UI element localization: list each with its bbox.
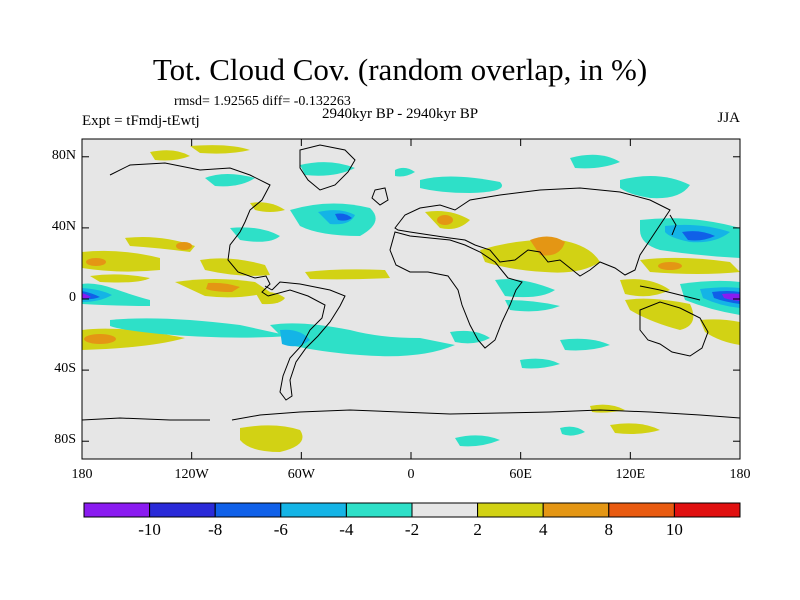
colorbar-swatch [411, 502, 479, 518]
x-tick-label: 60E [509, 467, 532, 482]
x-tick-label: 60W [287, 467, 315, 482]
experiment-label: Expt = tFmdj-tEwtj [82, 113, 200, 129]
rmsd-diff-stats: rmsd= 1.92565 diff= -0.132263 [174, 94, 351, 109]
colorbar-swatch [214, 502, 282, 518]
x-tick-label: 180 [71, 467, 93, 482]
colorbar-swatch [608, 502, 675, 518]
period-label: 2940kyr BP - 2940kyr BP [322, 106, 479, 122]
colorbar-swatch [673, 502, 741, 518]
colorbar-swatch [149, 502, 216, 518]
colorbar-label: 2 [473, 520, 482, 539]
coastlines [82, 144, 740, 421]
y-axis-ticks [82, 156, 740, 442]
colorbar-swatch [280, 502, 347, 518]
x-tick-label: 120W [174, 467, 209, 482]
colorbar-swatch [477, 502, 544, 518]
colorbar [83, 502, 741, 518]
colorbar-swatch [345, 502, 413, 518]
colorbar-label: -10 [138, 520, 161, 539]
colorbar-label: -6 [273, 520, 288, 539]
y-tick-label: 80N [51, 147, 76, 163]
y-tick-label: 0 [69, 290, 76, 305]
colorbar-label: 4 [538, 520, 548, 539]
season-label: JJA [717, 110, 740, 126]
x-tick-label: 120E [615, 467, 646, 482]
x-axis-ticks [81, 139, 741, 459]
y-tick-label: 80S [54, 432, 76, 448]
colorbar-label: -4 [339, 520, 354, 539]
colorbar-label: -2 [404, 520, 420, 539]
colorbar-label: -8 [208, 520, 223, 539]
y-tick-label: 40N [51, 218, 76, 234]
colorbar-swatch [83, 502, 151, 518]
colorbar-label: 8 [604, 520, 614, 539]
map-title: Tot. Cloud Cov. (random overlap, in %) [152, 52, 648, 87]
anomaly-shading [82, 145, 740, 452]
x-tick-label: 0 [407, 467, 415, 482]
colorbar-swatch [542, 502, 610, 518]
x-tick-label: 180 [729, 467, 751, 482]
y-tick-label: 40S [54, 361, 76, 377]
colorbar-label: 10 [665, 520, 683, 539]
